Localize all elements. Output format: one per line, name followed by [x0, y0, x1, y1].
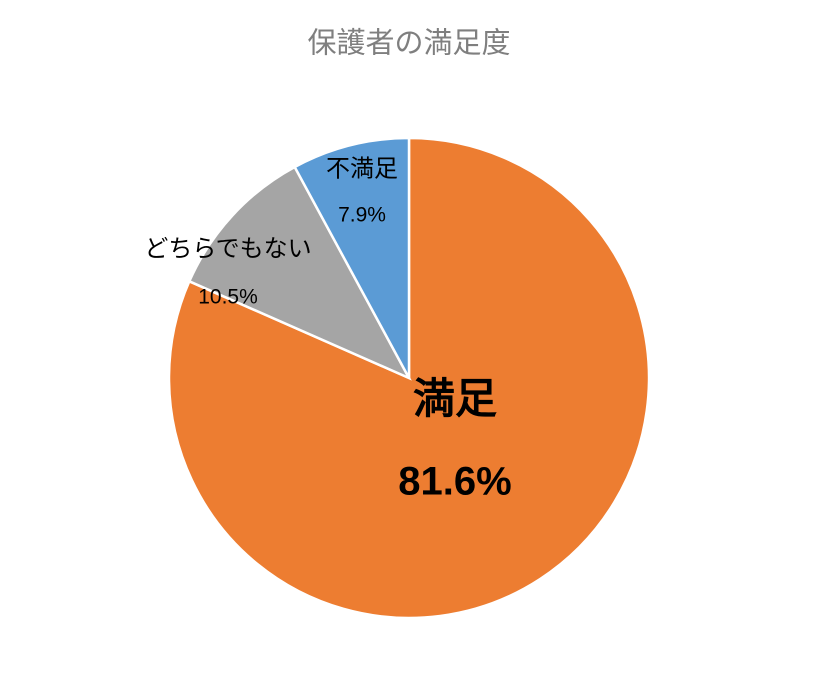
category-label: どちらでもない — [144, 235, 311, 262]
category-label: 満足 — [413, 375, 497, 422]
value-label: 7.9% — [338, 204, 386, 227]
category-label: 不満足 — [326, 155, 398, 182]
pie-slice — [293, 136, 411, 379]
pie-slice — [187, 165, 412, 381]
value-label: 10.5% — [198, 286, 258, 309]
chart-title: 保護者の満足度 — [307, 27, 510, 60]
value-label: 81.6% — [398, 460, 511, 504]
